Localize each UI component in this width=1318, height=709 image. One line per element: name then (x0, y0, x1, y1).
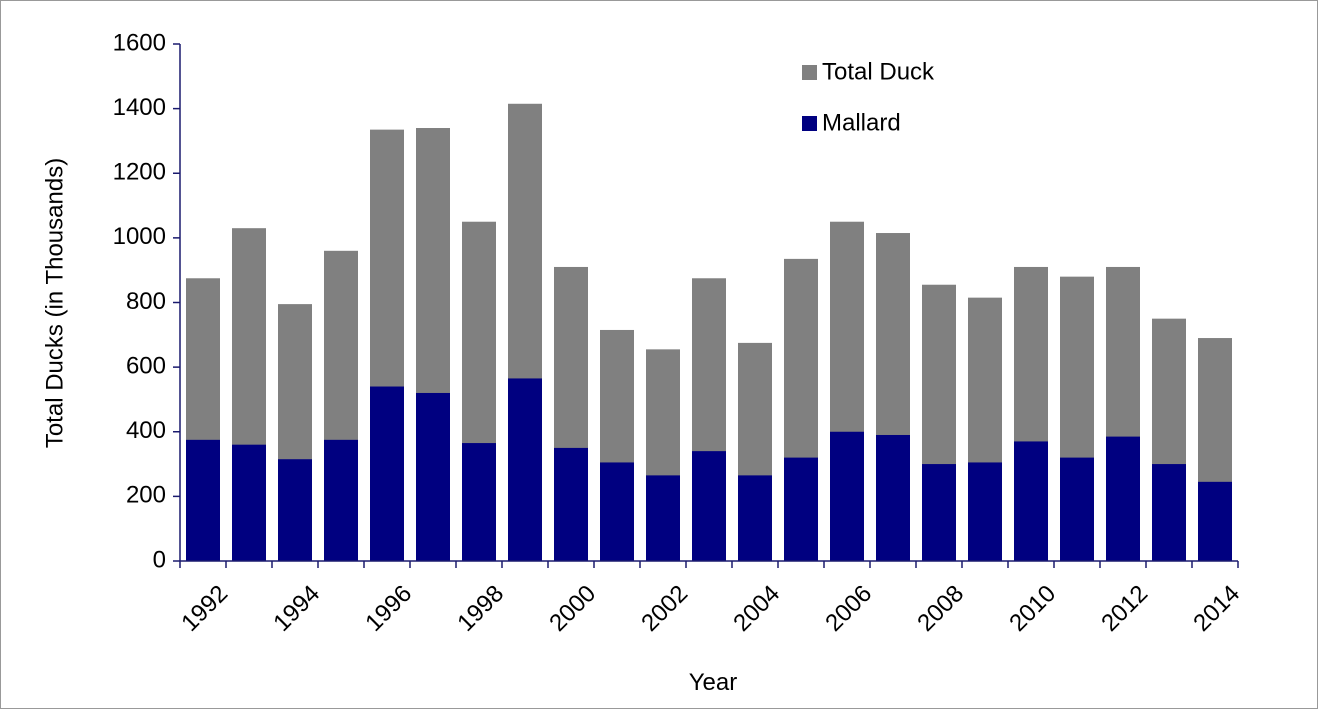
bar (646, 475, 680, 561)
bar (278, 459, 312, 561)
bar (1014, 441, 1048, 561)
bar (554, 447, 588, 561)
bar (1106, 436, 1140, 561)
bar (1152, 464, 1186, 561)
bar (830, 431, 864, 561)
bar (416, 392, 450, 561)
bar (370, 386, 404, 561)
bar (508, 378, 542, 561)
legend-swatch (802, 65, 817, 80)
bar (600, 462, 634, 561)
y-tick-label: 0 (153, 546, 166, 573)
bar (692, 451, 726, 561)
y-tick-label: 1000 (113, 223, 166, 250)
legend-swatch (802, 116, 817, 131)
bar (186, 439, 220, 561)
y-tick-label: 800 (126, 288, 166, 315)
bar (232, 444, 266, 561)
y-tick-label: 1400 (113, 94, 166, 121)
y-tick-label: 1600 (113, 29, 166, 56)
bar (876, 434, 910, 561)
bar (1060, 457, 1094, 561)
bar (784, 457, 818, 561)
y-tick-label: 400 (126, 417, 166, 444)
legend-label: Mallard (822, 109, 901, 136)
y-tick-label: 600 (126, 352, 166, 379)
bar (968, 462, 1002, 561)
bar (462, 443, 496, 561)
x-axis-title: Year (689, 669, 738, 696)
legend-label: Total Duck (822, 58, 935, 85)
bar (1198, 481, 1232, 561)
bar (324, 439, 358, 561)
y-tick-label: 1200 (113, 159, 166, 186)
bar (922, 464, 956, 561)
y-tick-label: 200 (126, 482, 166, 509)
bar (738, 475, 772, 561)
y-axis-title: Total Ducks (in Thousands) (41, 158, 68, 448)
